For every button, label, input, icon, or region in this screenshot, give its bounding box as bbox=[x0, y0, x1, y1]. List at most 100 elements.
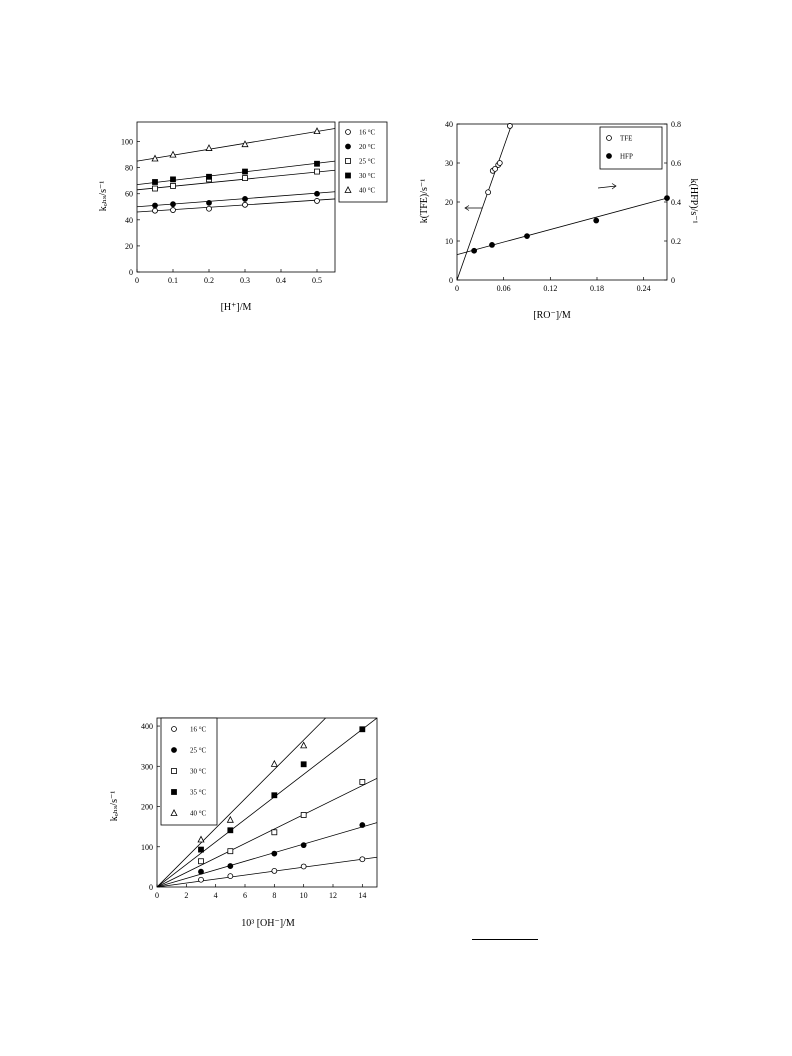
y-tick-label: 100 bbox=[121, 138, 133, 147]
data-point bbox=[489, 241, 495, 248]
data-point bbox=[524, 233, 530, 240]
data-point bbox=[300, 842, 307, 849]
y-tick-label: 20 bbox=[125, 242, 133, 251]
data-point bbox=[197, 835, 205, 843]
y-right-tick-label: 0.4 bbox=[671, 198, 681, 207]
data-point bbox=[242, 196, 248, 202]
y-tick-label: 10 bbox=[445, 237, 453, 246]
data-point bbox=[359, 822, 366, 828]
x-tick-label: 0.1 bbox=[168, 276, 178, 285]
x-tick-label: 0.24 bbox=[637, 284, 651, 293]
y-tick-label: 60 bbox=[125, 190, 133, 199]
data-point bbox=[152, 202, 158, 209]
x-tick-label: 6 bbox=[243, 891, 247, 900]
legend-box bbox=[160, 717, 218, 826]
legend-entry: 25 °C bbox=[359, 158, 376, 166]
data-point bbox=[593, 217, 600, 224]
x-tick-label: 0.2 bbox=[204, 276, 214, 285]
fit-line bbox=[157, 856, 377, 887]
fit-line bbox=[157, 777, 377, 887]
data-point bbox=[227, 848, 234, 855]
legend-marker bbox=[345, 129, 351, 135]
x-tick-label: 0.4 bbox=[276, 276, 286, 285]
legend-entry: TFE bbox=[620, 135, 632, 143]
data-point bbox=[198, 876, 204, 883]
fit-line bbox=[137, 198, 335, 213]
x-tick-label: 0.3 bbox=[240, 276, 250, 285]
data-point bbox=[152, 179, 158, 185]
legend-entry: 35 °C bbox=[190, 789, 207, 797]
fit-line bbox=[457, 124, 513, 280]
c2-y-axis-label: k(TFE)/s⁻¹ bbox=[419, 179, 430, 223]
data-point bbox=[314, 160, 320, 167]
data-point bbox=[313, 127, 321, 135]
data-point bbox=[485, 189, 492, 196]
left-axis-arrow bbox=[464, 205, 482, 211]
y-tick-label: 0 bbox=[149, 883, 153, 892]
data-point bbox=[227, 873, 234, 880]
y-tick-label: 400 bbox=[141, 722, 153, 731]
fit-line bbox=[157, 718, 326, 887]
c2-x-axis-label: [RO⁻]/M bbox=[533, 310, 571, 321]
fit-line bbox=[157, 822, 377, 887]
c3-plot-frame bbox=[156, 717, 378, 888]
y-tick-label: 0 bbox=[449, 276, 453, 285]
data-point bbox=[359, 856, 366, 863]
legend-marker bbox=[606, 135, 612, 141]
x-tick-label: 14 bbox=[358, 891, 366, 900]
data-point bbox=[242, 201, 248, 208]
data-point bbox=[151, 154, 159, 162]
data-point bbox=[271, 850, 278, 857]
data-point bbox=[198, 846, 204, 853]
data-point bbox=[506, 123, 513, 129]
data-point bbox=[300, 741, 308, 749]
legend-marker bbox=[170, 809, 178, 816]
legend-marker bbox=[171, 747, 177, 753]
data-point bbox=[206, 173, 212, 180]
data-point bbox=[152, 185, 158, 192]
c2-y-right-axis-label: k(HFP)/s⁻¹ bbox=[688, 179, 699, 224]
c2-legend: TFE HFP bbox=[599, 126, 663, 170]
y-right-tick-label: 0.8 bbox=[671, 120, 681, 129]
x-tick-label: 4 bbox=[214, 891, 218, 900]
c3-y-axis-label: kₒₕₛ/s⁻¹ bbox=[109, 791, 120, 822]
legend-entry: 16 °C bbox=[359, 129, 376, 137]
data-point bbox=[226, 815, 234, 823]
data-point bbox=[359, 779, 366, 785]
fit-line bbox=[137, 128, 335, 162]
y-tick-label: 20 bbox=[445, 198, 453, 207]
y-tick-label: 40 bbox=[445, 120, 453, 129]
data-point bbox=[314, 190, 320, 197]
x-tick-label: 0.12 bbox=[543, 284, 557, 293]
legend-marker bbox=[345, 143, 351, 150]
data-point bbox=[170, 176, 176, 183]
legend-marker bbox=[344, 186, 352, 193]
right-axis-arrow bbox=[597, 183, 617, 190]
data-point bbox=[300, 812, 307, 818]
c1-legend: 16 °C 20 °C 25 °C 30 °C 40 °C bbox=[338, 121, 388, 203]
data-point bbox=[664, 195, 670, 202]
legend-box bbox=[599, 126, 663, 170]
data-point bbox=[206, 199, 212, 206]
data-point bbox=[492, 165, 499, 172]
data-point bbox=[169, 150, 177, 158]
x-tick-label: 0 bbox=[455, 284, 459, 293]
data-point bbox=[241, 140, 249, 148]
footnote-rule bbox=[472, 939, 538, 940]
c1-x-axis-label: [H⁺]/M bbox=[221, 302, 252, 313]
legend-entry: 30 °C bbox=[359, 172, 376, 180]
y-tick-label: 100 bbox=[141, 843, 153, 852]
data-point bbox=[271, 792, 278, 799]
data-point bbox=[471, 247, 478, 254]
y-tick-label: 300 bbox=[141, 762, 153, 771]
x-tick-label: 12 bbox=[329, 891, 337, 900]
legend-entry: 40 °C bbox=[359, 187, 376, 195]
c3-x-axis-label: 10³ [OH⁻]/M bbox=[241, 918, 295, 929]
x-tick-label: 2 bbox=[184, 891, 188, 900]
data-point bbox=[300, 863, 307, 870]
data-point bbox=[300, 761, 307, 768]
y-tick-label: 200 bbox=[141, 803, 153, 812]
data-point bbox=[314, 198, 320, 204]
